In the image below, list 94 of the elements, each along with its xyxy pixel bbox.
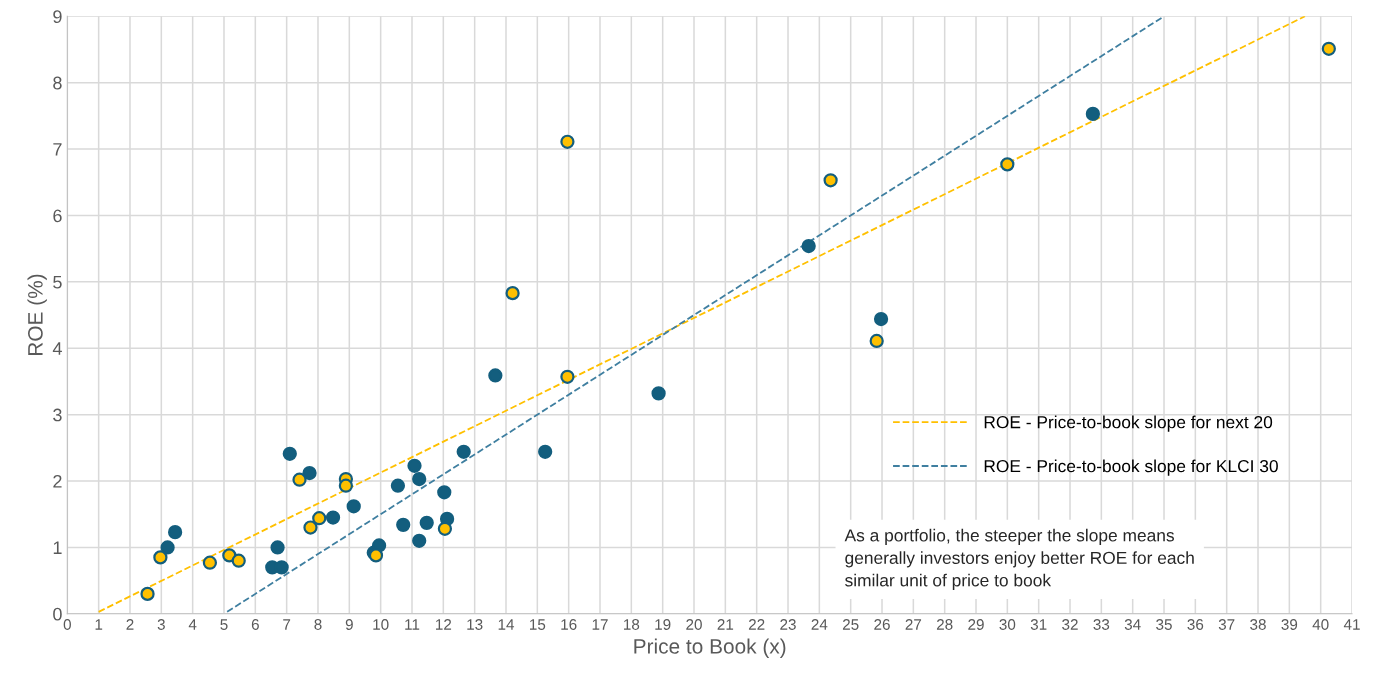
point [560, 134, 575, 149]
x-tick-label: 24 [811, 619, 828, 630]
point [560, 369, 575, 384]
x-tick-label: 0 [63, 619, 71, 630]
x-tick-label: 25 [842, 619, 859, 630]
x-tick-label: 14 [498, 619, 515, 630]
x-axis-title: Price to Book (x) [634, 638, 786, 658]
legend-label: ROE - Price-to-book slope for next 20 [984, 415, 1273, 432]
y-tick-label: 5 [53, 275, 62, 289]
point [1321, 41, 1336, 56]
point [456, 444, 471, 459]
point [488, 368, 503, 383]
point [407, 458, 422, 473]
x-tick-label: 11 [405, 619, 420, 630]
point [396, 517, 411, 532]
point [873, 311, 889, 327]
x-tick-label: 31 [1030, 619, 1047, 630]
point [823, 173, 838, 188]
x-tick-label: 30 [999, 619, 1016, 630]
x-tick-label: 5 [220, 619, 228, 630]
x-tick-label: 4 [188, 619, 197, 630]
x-tick-label: 27 [905, 619, 922, 630]
x-tick-label: 33 [1093, 619, 1110, 630]
point [231, 553, 246, 568]
y-tick-label: 4 [52, 342, 62, 355]
point [303, 520, 318, 535]
point [153, 550, 168, 565]
y-tick-label: 0 [53, 607, 62, 621]
point [312, 511, 327, 526]
point [419, 515, 434, 530]
x-tick-label: 19 [655, 619, 671, 630]
point [390, 478, 406, 493]
x-tick-label: 37 [1218, 619, 1235, 630]
y-tick-label: 2 [53, 474, 62, 488]
point [538, 444, 553, 459]
x-tick-label: 29 [968, 619, 984, 630]
x-tick-label: 32 [1062, 619, 1078, 630]
y-tick-label: 6 [53, 209, 62, 223]
point [869, 333, 884, 349]
point [437, 485, 452, 500]
y-tick-label: 1 [53, 541, 62, 554]
x-tick-label: 40 [1312, 619, 1329, 630]
y-tick-label: 8 [53, 76, 62, 90]
y-tick-label: 9 [53, 10, 62, 24]
x-tick-label: 8 [314, 619, 322, 630]
x-tick-label: 13 [467, 619, 483, 630]
x-tick-label: 7 [283, 619, 291, 630]
x-tick-label: 6 [251, 619, 259, 630]
point [167, 525, 183, 540]
x-tick-label: 20 [686, 619, 702, 630]
x-tick-label: 39 [1281, 619, 1298, 630]
x-tick-label: 9 [345, 619, 353, 630]
point [651, 386, 666, 401]
point [412, 533, 427, 548]
x-tick-label: 35 [1156, 619, 1172, 630]
legend-label: ROE - Price-to-book slope for KLCI 30 [984, 459, 1278, 476]
point [801, 238, 816, 254]
x-tick-label: 12 [436, 619, 452, 630]
x-tick-label: 34 [1124, 619, 1141, 630]
point [1085, 106, 1101, 122]
x-tick-label: 38 [1250, 619, 1266, 630]
annotation: As a portfolio, the steeper the slope means generally investors enjoy better ROE for each similar unit of price to book [844, 528, 1194, 590]
x-tick-label: 15 [530, 619, 546, 630]
x-tick-label: 26 [874, 619, 890, 630]
y-tick-label: 7 [53, 143, 62, 156]
y-axis-title: ROE (%) [27, 274, 47, 356]
point [270, 540, 285, 555]
point [160, 540, 175, 555]
point [437, 521, 453, 536]
x-tick-label: 3 [157, 619, 165, 630]
x-tick-label: 16 [561, 619, 577, 630]
point [412, 471, 427, 487]
point [140, 586, 155, 602]
x-tick-label: 36 [1187, 619, 1204, 630]
x-tick-label: 1 [95, 619, 103, 630]
x-tick-label: 21 [717, 619, 734, 630]
x-tick-label: 10 [373, 619, 389, 630]
x-tick-label: 2 [126, 619, 134, 630]
point [292, 472, 307, 487]
x-tick-label: 23 [780, 619, 796, 630]
point [505, 286, 520, 301]
point [202, 555, 218, 570]
x-tick-label: 22 [748, 619, 765, 630]
x-tick-label: 17 [592, 619, 608, 630]
point [302, 465, 317, 481]
point [282, 446, 297, 461]
point [338, 478, 354, 493]
y-tick-label: 3 [53, 408, 62, 422]
point [1000, 157, 1015, 172]
x-tick-label: 28 [936, 619, 953, 630]
point [346, 499, 361, 514]
x-tick-label: 18 [624, 619, 640, 630]
x-tick-label: 41 [1343, 619, 1360, 630]
point [325, 510, 341, 525]
